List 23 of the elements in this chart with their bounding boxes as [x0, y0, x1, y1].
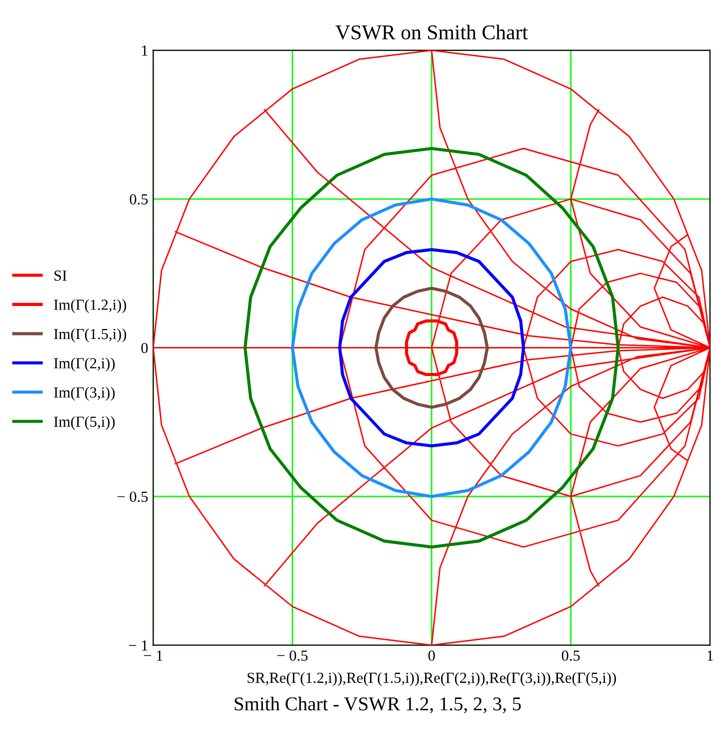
legend-label: Im(Γ(5,i)): [54, 416, 115, 430]
x-axis-title: SR,Re(Γ(1.2,i)),Re(Γ(1.5,i)),Re(Γ(2,i)),Re(Γ(3,i)),Re(Γ(5,i)): [248, 672, 616, 686]
x-tick-label: 1: [708, 650, 713, 661]
legend-label: Im(Γ(2,i)): [54, 358, 115, 372]
y-tick-label: − 0.5: [118, 492, 148, 502]
line-series: [338, 248, 526, 448]
legend-label: Im(Γ(3,i)): [54, 386, 115, 401]
legend-label: Im(Γ(1.2,i)): [54, 299, 126, 314]
x-tick-label: 0.5: [562, 650, 580, 661]
chart-title: VSWR on Smith Chart: [335, 24, 528, 40]
line-series: [244, 146, 620, 549]
y-tick-label: 1: [142, 46, 148, 56]
x-tick-label: 0: [428, 650, 435, 661]
y-tick-label: − 1: [129, 640, 148, 650]
y-tick-label: 0: [141, 342, 148, 354]
text: Smith Chart - VSWR 1.2, 1.5, 2, 3, 5: [234, 696, 521, 714]
line-series: [290, 197, 572, 498]
legend-label: Im(Γ(1.5,i)): [54, 328, 126, 342]
line-series: [405, 319, 458, 376]
legend-label: SI: [54, 270, 67, 281]
y-tick-label: 0.5: [130, 194, 148, 205]
line-series: [374, 286, 489, 409]
x-tick-label: − 0.5: [277, 650, 308, 661]
